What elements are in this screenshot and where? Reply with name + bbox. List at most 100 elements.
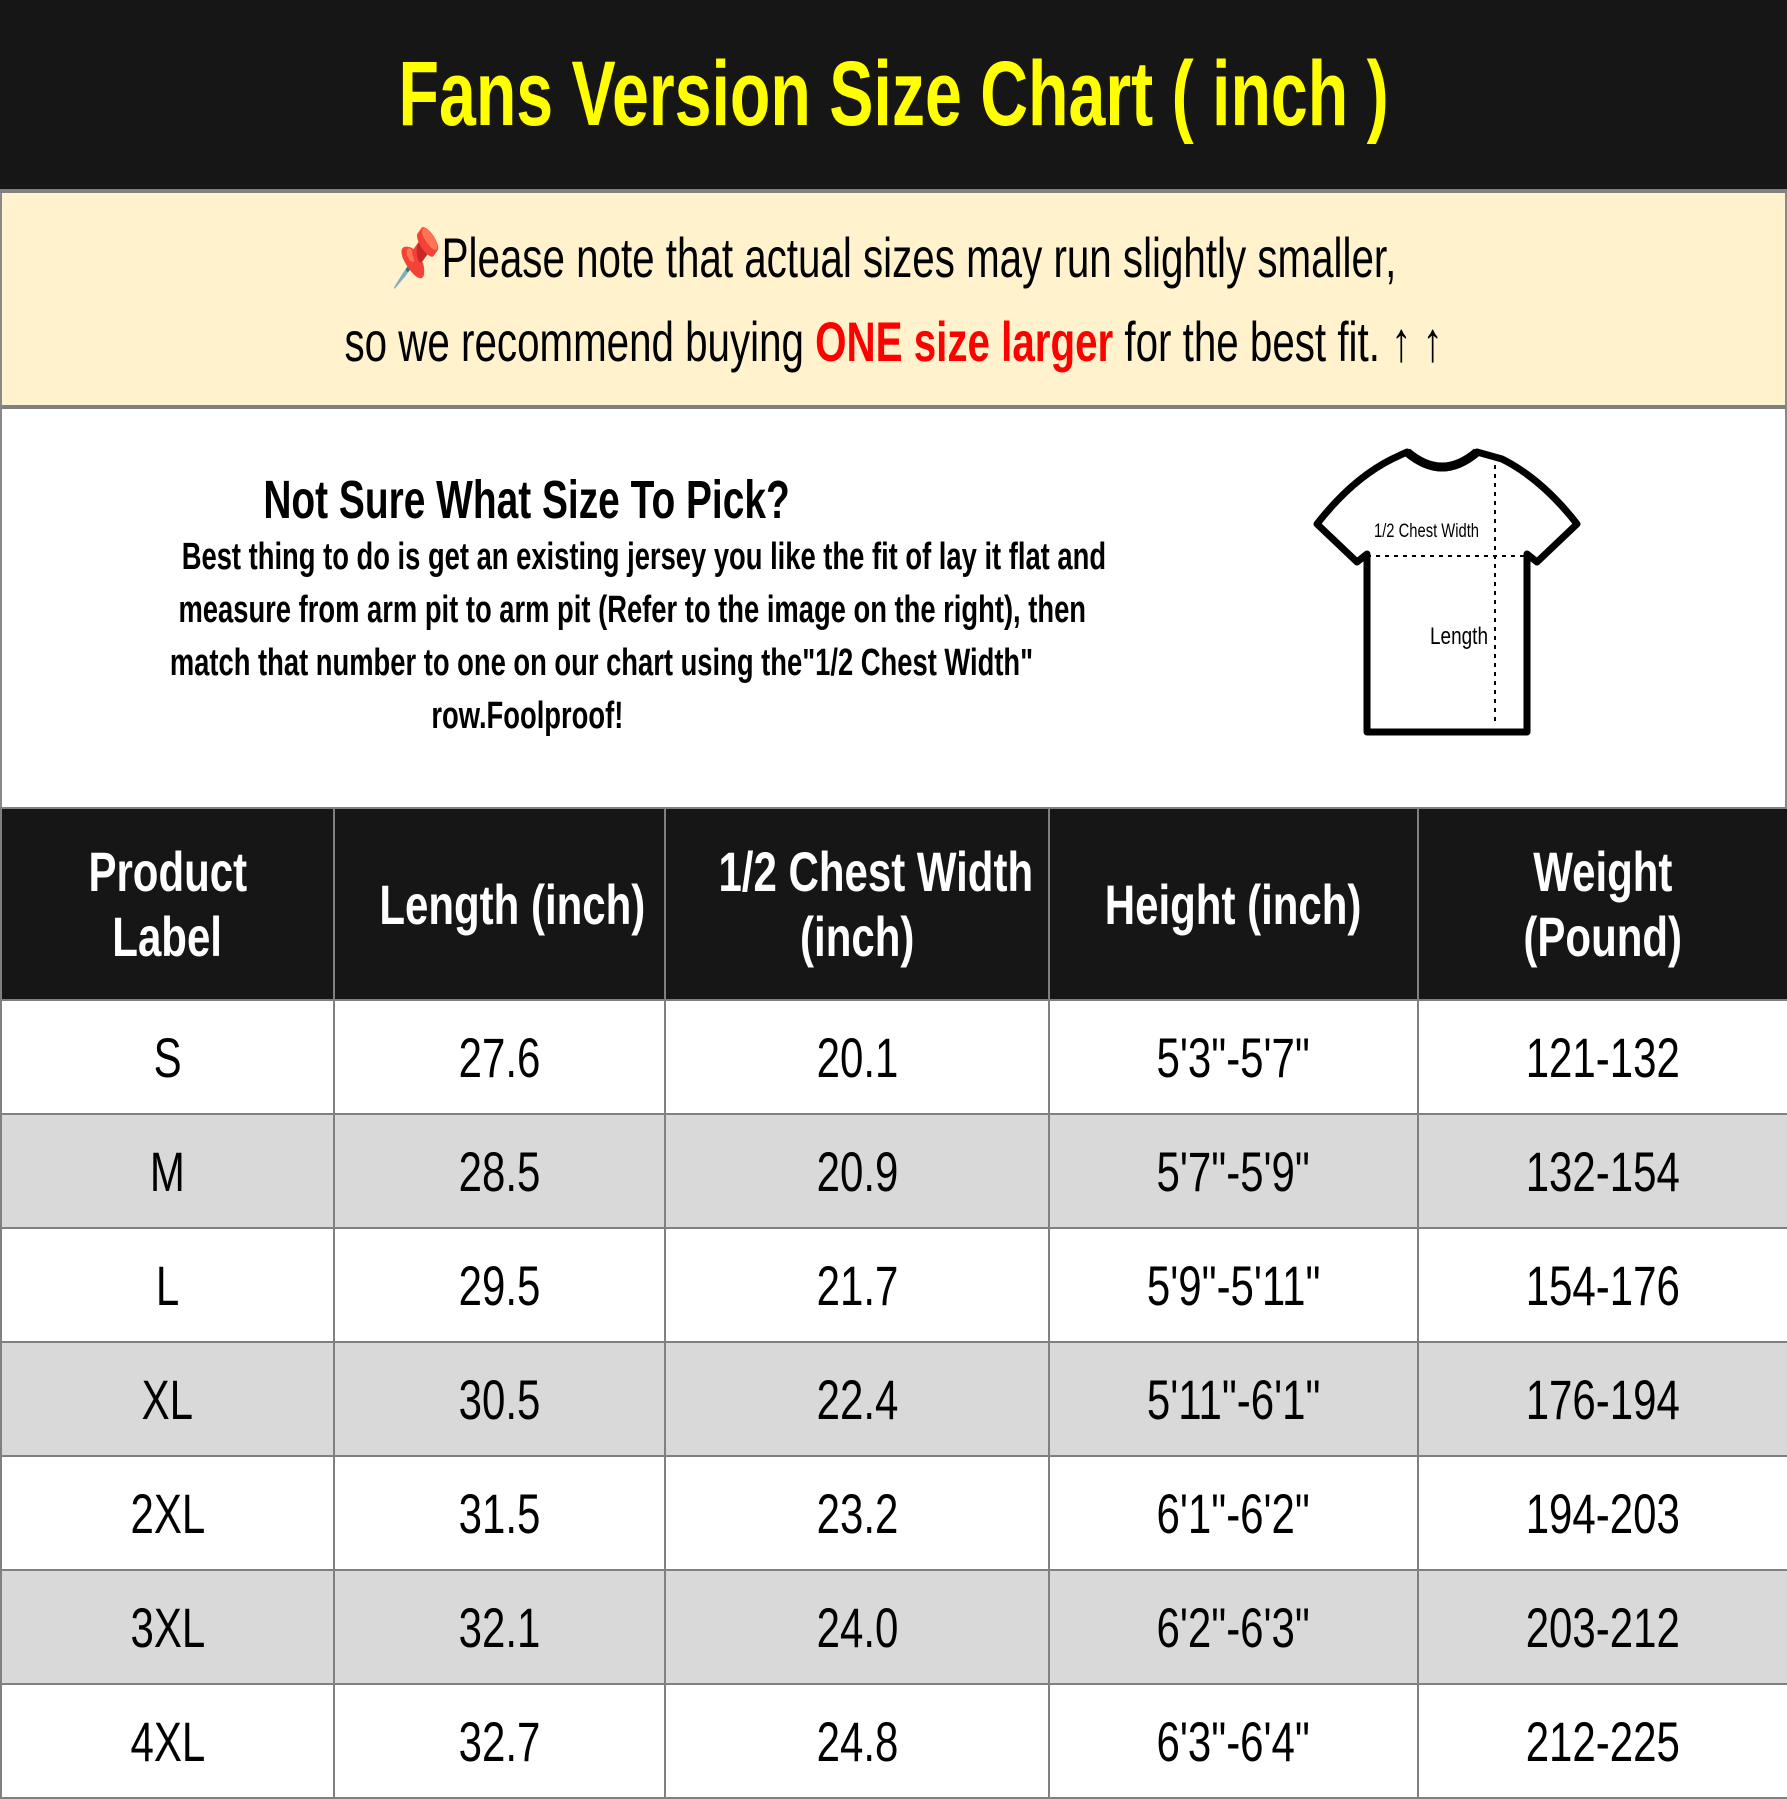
cell-text: 4XL	[130, 1709, 205, 1773]
cell-text: 5'3"-5'7"	[1156, 1025, 1311, 1089]
table-row: S 27.6 20.1 5'3"-5'7" 121-132	[0, 999, 1787, 1115]
table-cell: 32.7	[333, 1683, 666, 1799]
table-row: 2XL 31.5 23.2 6'1"-6'2" 194-203	[0, 1455, 1787, 1571]
table-row: L 29.5 21.7 5'9"-5'11" 154-176	[0, 1227, 1787, 1343]
note-line-2: so we recommend buying	[344, 309, 816, 373]
table-row: 4XL 32.7 24.8 6'3"-6'4" 212-225	[0, 1683, 1787, 1799]
header: Fans Version Size Chart ( inch )	[0, 0, 1787, 193]
cell-text: 32.1	[458, 1595, 541, 1659]
table-cell: 121-132	[1417, 999, 1787, 1115]
cell-text: 6'3"-6'4"	[1156, 1709, 1311, 1773]
table-cell: 194-203	[1417, 1455, 1787, 1571]
note-highlight: ONE size larger	[815, 309, 1114, 373]
table-cell: 28.5	[333, 1113, 666, 1229]
up-arrow-icon: ↑ ↑	[1391, 309, 1443, 373]
table-cell: 32.1	[333, 1569, 666, 1685]
guide-text: row.Foolproof!	[431, 695, 623, 737]
table-cell: 5'11"-6'1"	[1048, 1341, 1419, 1457]
column-header: 1/2 Chest Width (inch)	[664, 807, 1050, 1001]
table-cell: 6'3"-6'4"	[1048, 1683, 1419, 1799]
table-cell: 176-194	[1417, 1341, 1787, 1457]
cell-text: 30.5	[458, 1367, 541, 1431]
size-guide: Not Sure What Size To Pick? Best thing t…	[0, 409, 1787, 807]
table-row: XL 30.5 22.4 5'11"-6'1" 176-194	[0, 1341, 1787, 1457]
header-text: Weight	[1533, 840, 1673, 903]
table-cell: 5'7"-5'9"	[1048, 1113, 1419, 1229]
guide-text: measure from arm pit to arm pit (Refer t…	[178, 589, 1087, 631]
diagram-length-label: Length	[1430, 623, 1488, 650]
table-cell: 24.0	[664, 1569, 1050, 1685]
diagram-chest-label: 1/2 Chest Width	[1374, 521, 1479, 542]
cell-text: 2XL	[130, 1481, 205, 1545]
cell-text: 24.8	[816, 1709, 898, 1773]
table-cell: 24.8	[664, 1683, 1050, 1799]
table-cell: 132-154	[1417, 1113, 1787, 1229]
cell-text: 121-132	[1525, 1025, 1681, 1089]
note-line-2-end: for the best fit.	[1113, 309, 1392, 373]
cell-text: S	[153, 1025, 182, 1089]
table-cell: 21.7	[664, 1227, 1050, 1343]
table-cell: 3XL	[0, 1569, 335, 1685]
size-table: Product Label Length (inch) 1/2 Chest Width…	[0, 807, 1787, 1799]
table-cell: 29.5	[333, 1227, 666, 1343]
table-cell: 154-176	[1417, 1227, 1787, 1343]
tshirt-diagram-icon: 1/2 Chest Width Length	[1313, 448, 1581, 736]
table-cell: 6'2"-6'3"	[1048, 1569, 1419, 1685]
table-cell: 31.5	[333, 1455, 666, 1571]
cell-text: 154-176	[1525, 1253, 1681, 1317]
column-header: Height (inch)	[1048, 807, 1419, 1001]
cell-text: 28.5	[458, 1139, 541, 1203]
table-cell: 22.4	[664, 1341, 1050, 1457]
header-text: Height (inch)	[1105, 872, 1362, 936]
guide-title: Not Sure What Size To Pick?	[263, 470, 791, 530]
cell-text: 23.2	[816, 1481, 898, 1545]
guide-text: Best thing to do is get an existing jers…	[181, 536, 1107, 578]
cell-text: 21.7	[816, 1253, 898, 1317]
table-cell: L	[0, 1227, 335, 1343]
cell-text: 212-225	[1525, 1709, 1681, 1773]
table-cell: 20.1	[664, 999, 1050, 1115]
cell-text: 5'11"-6'1"	[1146, 1367, 1321, 1431]
table-cell: 5'3"-5'7"	[1048, 999, 1419, 1115]
cell-text: 132-154	[1525, 1139, 1681, 1203]
cell-text: 31.5	[458, 1481, 541, 1545]
cell-text: 194-203	[1525, 1481, 1681, 1545]
table-cell: 5'9"-5'11"	[1048, 1227, 1419, 1343]
table-cell: M	[0, 1113, 335, 1229]
table-cell: 30.5	[333, 1341, 666, 1457]
table-cell: 2XL	[0, 1455, 335, 1571]
header-text: Product	[88, 840, 247, 903]
table-cell: 4XL	[0, 1683, 335, 1799]
fit-note: 📌Please note that actual sizes may run s…	[0, 193, 1787, 409]
cell-text: 176-194	[1525, 1367, 1681, 1431]
table-row: 3XL 32.1 24.0 6'2"-6'3" 203-212	[0, 1569, 1787, 1685]
column-header: Length (inch)	[333, 807, 666, 1001]
column-header: Weight (Pound)	[1417, 807, 1787, 1001]
table-cell: S	[0, 999, 335, 1115]
cell-text: 3XL	[130, 1595, 205, 1659]
cell-text: 29.5	[458, 1253, 541, 1317]
cell-text: 27.6	[458, 1025, 541, 1089]
table-cell: 23.2	[664, 1455, 1050, 1571]
note-line-1: Please note that actual sizes may run sl…	[441, 225, 1396, 289]
cell-text: 22.4	[816, 1367, 898, 1431]
header-text: 1/2 Chest Width	[718, 840, 1034, 903]
cell-text: 20.1	[816, 1025, 898, 1089]
table-cell: 212-225	[1417, 1683, 1787, 1799]
page-title: Fans Version Size Chart ( inch )	[398, 43, 1389, 145]
cell-text: L	[155, 1253, 180, 1317]
table-cell: XL	[0, 1341, 335, 1457]
header-text: (inch)	[799, 905, 915, 968]
cell-text: 203-212	[1525, 1595, 1681, 1659]
header-text: Length (inch)	[379, 872, 646, 936]
cell-text: 20.9	[816, 1139, 898, 1203]
column-header: Product Label	[0, 807, 335, 1001]
cell-text: M	[150, 1139, 185, 1203]
table-cell: 27.6	[333, 999, 666, 1115]
pushpin-icon: 📌	[391, 225, 442, 289]
header-text: (Pound)	[1523, 905, 1683, 968]
cell-text: 6'1"-6'2"	[1156, 1481, 1311, 1545]
header-text: Label	[112, 905, 223, 968]
cell-text: 5'7"-5'9"	[1156, 1139, 1311, 1203]
table-cell: 20.9	[664, 1113, 1050, 1229]
